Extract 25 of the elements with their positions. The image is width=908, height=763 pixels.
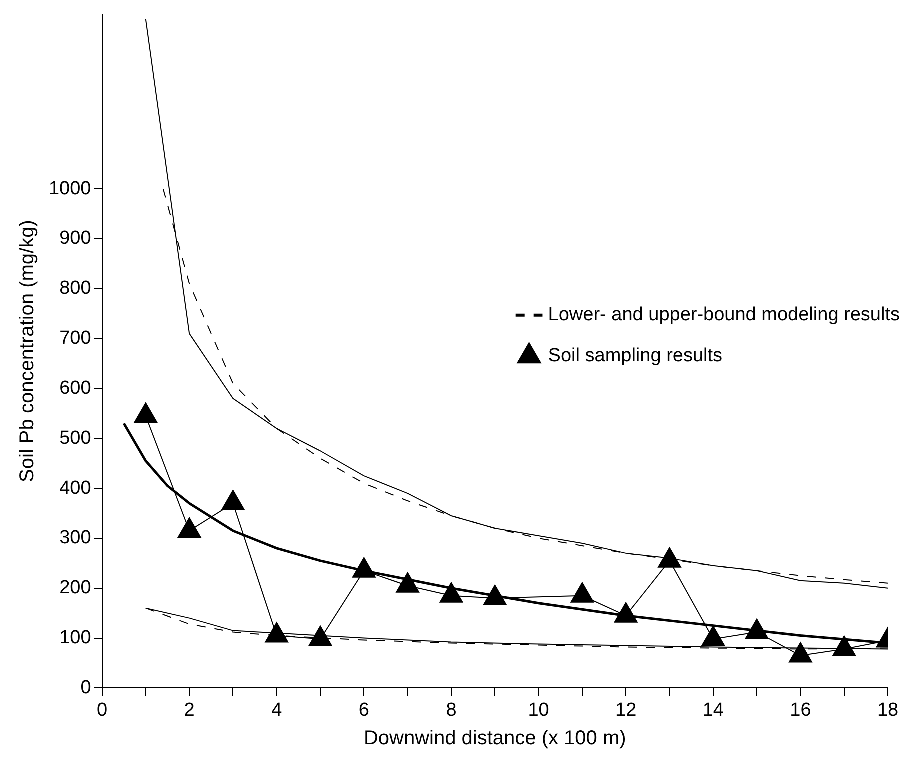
y-tick-label: 400 [60,478,92,499]
x-axis-title: Downwind distance (x 100 m) [364,728,626,750]
y-tick-label: 300 [60,528,92,549]
y-tick-label: 900 [60,228,92,250]
y-tick-label: 0 [80,677,92,698]
y-tick-label: 200 [60,578,92,599]
x-tick-label: 14 [702,700,724,721]
x-tick-label: 6 [358,700,370,721]
x-tick-label: 10 [528,700,550,721]
y-tick-label: 1000 [48,178,92,200]
x-tick-label: 4 [272,700,283,721]
y-tick-label: 100 [60,628,92,649]
x-tick-label: 12 [616,700,637,721]
x-tick-label: 0 [96,700,108,721]
x-tick-label: 2 [184,700,195,721]
x-tick-label: 8 [446,700,457,721]
legend-label: Lower- and upper-bound modeling results [548,304,900,326]
y-tick-label: 700 [60,328,92,350]
x-tick-label: 18 [877,700,899,721]
y-axis-title: Soil Pb concentration (mg/kg) [16,220,39,482]
y-tick-label: 800 [60,278,92,300]
y-tick-label: 500 [60,428,92,449]
legend-label: Soil sampling results [548,346,723,367]
x-tick-label: 16 [790,700,812,721]
y-tick-label: 600 [60,378,92,399]
